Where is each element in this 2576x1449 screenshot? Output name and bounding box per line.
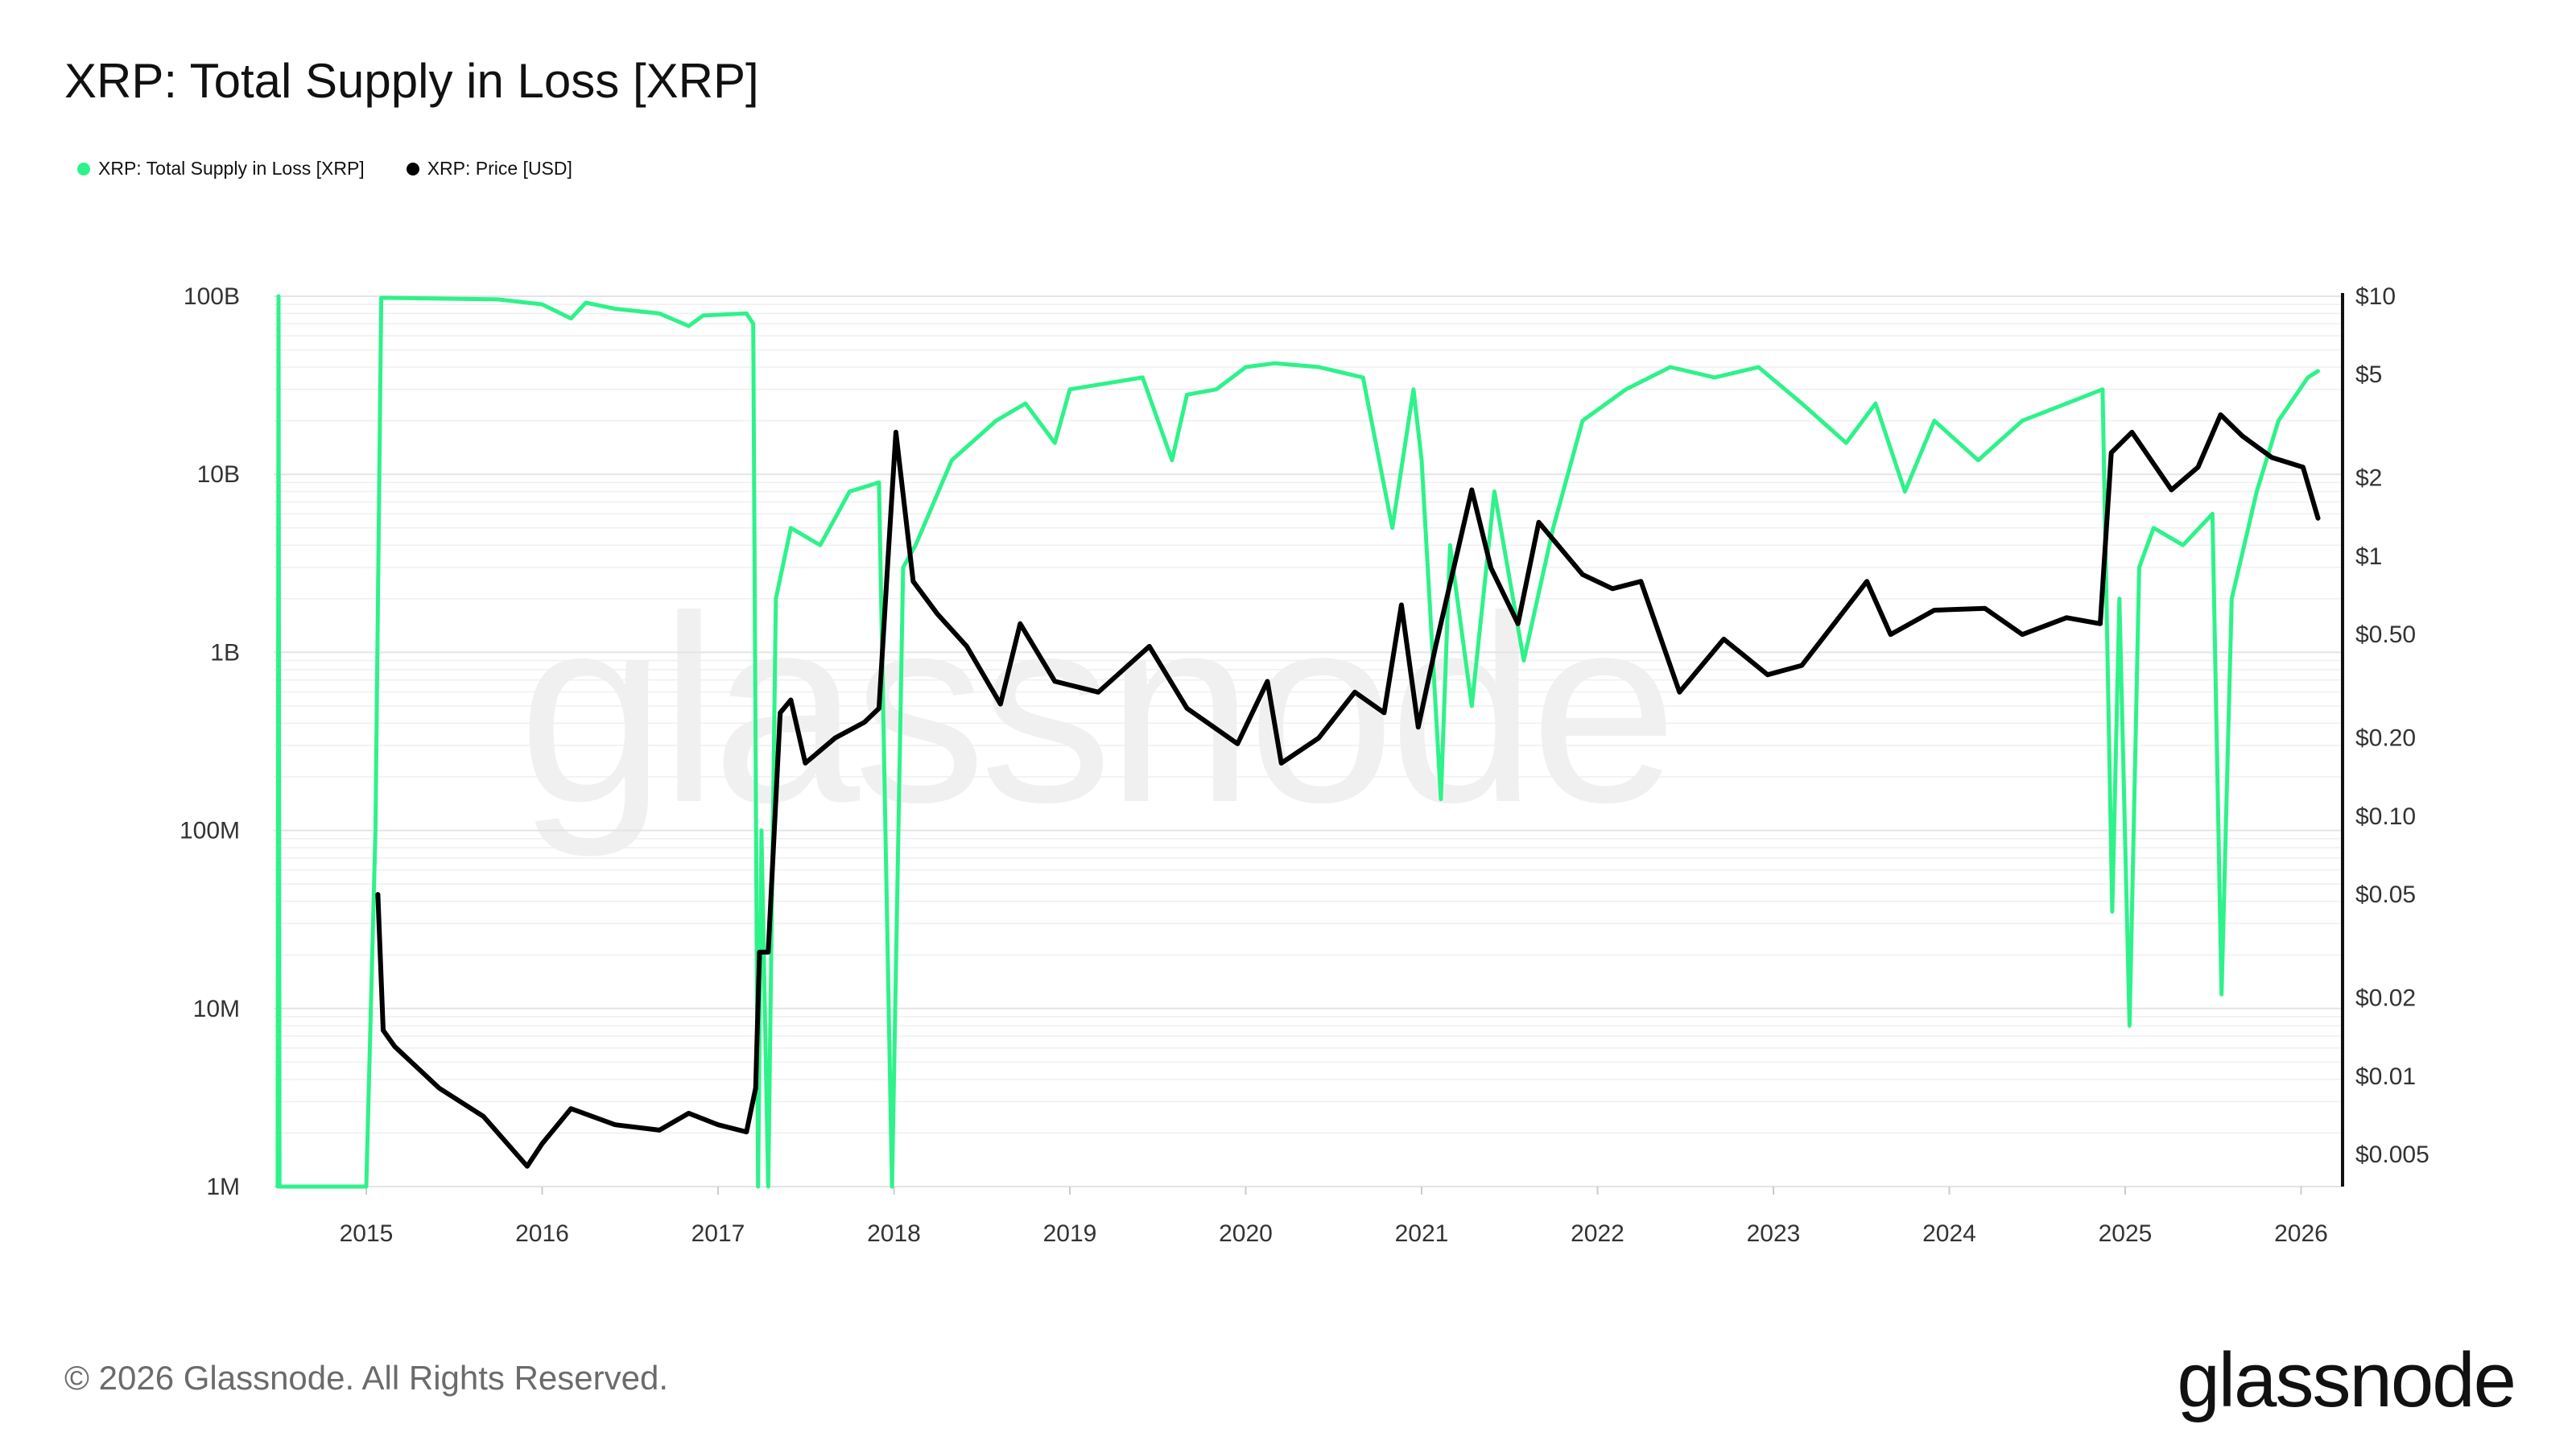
glassnode-logo: glassnode [2177, 1337, 2516, 1423]
x-tick-label: 2022 [1571, 1220, 1624, 1247]
left-tick-label: 1M [206, 1174, 240, 1200]
right-tick-label: $2 [2355, 465, 2382, 492]
right-axis: $0.005 $0.01 $0.02 $0.05 $0.10 $0.20 $0.50 $1 $2… [2341, 283, 2429, 1187]
left-tick-label: 10M [193, 996, 240, 1022]
copyright-text: © 2026 Glassnode. All Rights Reserved. [64, 1359, 669, 1397]
right-tick-label: $0.50 [2355, 621, 2416, 648]
right-tick-label: $0.02 [2355, 985, 2416, 1012]
series-layer [275, 294, 2321, 1189]
chart-title: XRP: Total Supply in Loss [XRP] [64, 54, 759, 108]
grid-lines [274, 295, 2343, 1187]
left-axis: 1M 10M 100M 1B 10B 100B [180, 283, 240, 1200]
x-tick-label: 2019 [1043, 1220, 1097, 1247]
x-tick-label: 2024 [1922, 1220, 1976, 1247]
x-tick-label: 2015 [340, 1220, 394, 1247]
right-tick-label: $0.05 [2355, 881, 2416, 908]
right-tick-label: $0.20 [2355, 725, 2416, 752]
legend-item-price[interactable]: XRP: Price [USD] [406, 158, 572, 180]
x-tick-label: 2016 [515, 1220, 569, 1247]
x-axis: 2015 2016 2017 2018 2019 2020 2021 2022 2023 2024… [340, 1187, 2328, 1247]
x-tick-label: 2020 [1219, 1220, 1273, 1247]
right-tick-label: $10 [2355, 283, 2396, 310]
right-tick-label: $0.10 [2355, 803, 2416, 830]
left-tick-label: 100M [180, 818, 240, 844]
right-tick-label: $1 [2355, 543, 2382, 570]
legend-label-price: XRP: Price [USD] [427, 158, 572, 179]
left-tick-label: 100B [184, 283, 240, 310]
legend-dot-supply [77, 162, 90, 175]
legend-label-supply: XRP: Total Supply in Loss [XRP] [98, 158, 365, 179]
left-tick-label: 10B [197, 461, 240, 488]
x-tick-label: 2023 [1747, 1220, 1801, 1247]
left-tick-label: 1B [210, 639, 240, 666]
x-tick-label: 2018 [867, 1220, 921, 1247]
right-tick-label: $0.01 [2355, 1063, 2416, 1090]
x-tick-label: 2026 [2274, 1220, 2328, 1247]
legend-item-supply[interactable]: XRP: Total Supply in Loss [XRP] [77, 158, 365, 180]
legend-dot-price [406, 162, 419, 175]
right-tick-label: $0.005 [2355, 1141, 2429, 1168]
right-tick-label: $5 [2355, 361, 2382, 388]
x-tick-label: 2025 [2099, 1220, 2153, 1247]
x-tick-label: 2021 [1395, 1220, 1449, 1247]
legend: XRP: Total Supply in Loss [XRP] XRP: Pri… [77, 158, 572, 180]
watermark-text: glassnode [518, 560, 1672, 859]
x-tick-label: 2017 [691, 1220, 745, 1247]
